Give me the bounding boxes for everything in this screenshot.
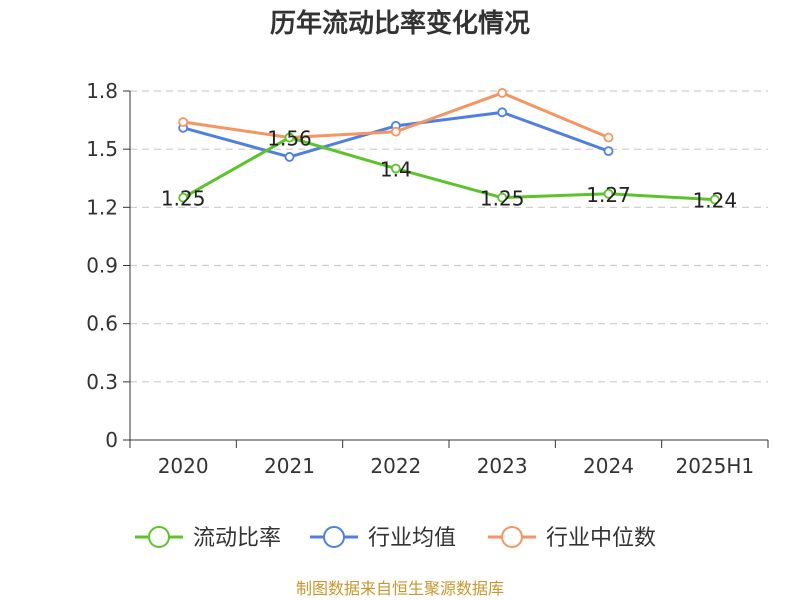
data-label: 1.25 <box>480 187 525 211</box>
x-tick-label: 2025H1 <box>675 454 754 478</box>
legend-label: 行业中位数 <box>546 526 656 551</box>
chart-title: 历年流动比率变化情况 <box>270 8 530 39</box>
data-point <box>178 117 189 127</box>
data-label: 1.25 <box>161 187 206 211</box>
data-label: 1.27 <box>586 183 631 207</box>
legend-label: 行业均值 <box>368 526 456 551</box>
legend-label: 流动比率 <box>193 526 281 551</box>
data-label: 1.24 <box>693 189 738 213</box>
data-label: 1.4 <box>380 158 412 182</box>
legend-marker <box>501 526 523 548</box>
data-point <box>603 132 614 143</box>
legend: 流动比率 行业均值 行业中位数 <box>135 526 656 551</box>
y-tick-label: 1.8 <box>86 79 118 103</box>
x-tick-label: 2022 <box>370 454 421 478</box>
y-tick-label: 0.9 <box>86 254 118 278</box>
data-point <box>284 132 295 143</box>
data-point <box>497 192 508 203</box>
data-point <box>497 107 508 118</box>
x-tick-label: 2023 <box>477 454 528 478</box>
x-tick-label: 2024 <box>583 454 634 478</box>
y-tick-label: 1.2 <box>86 195 118 219</box>
y-tick-label: 0.3 <box>86 370 118 394</box>
y-tick-label: 1.5 <box>86 137 118 161</box>
data-point <box>284 152 295 162</box>
legend-marker <box>148 526 170 548</box>
data-labels: 1.25 1.56 1.4 1.25 1.27 1.24 <box>161 127 737 213</box>
data-label: 1.56 <box>267 127 312 151</box>
data-point <box>497 88 508 98</box>
axes: 0 0.3 0.6 0.9 1.2 1.5 1.8 2020 2021 2022 2023 2024 2… <box>86 79 769 478</box>
data-point <box>390 163 401 174</box>
data-point <box>603 146 614 157</box>
x-tick-label: 2020 <box>158 454 209 478</box>
data-point <box>390 126 401 137</box>
data-point <box>603 188 614 199</box>
x-tick-label: 2021 <box>264 454 315 478</box>
legend-marker <box>323 526 345 548</box>
data-point <box>178 192 189 203</box>
source-note: 制图数据来自恒生聚源数据库 <box>296 579 504 598</box>
data-point <box>709 194 720 205</box>
grid-lines <box>130 90 768 383</box>
series-line-0 <box>182 136 715 202</box>
series-layer <box>178 88 720 205</box>
y-tick-label: 0 <box>105 428 118 452</box>
y-tick-label: 0.6 <box>86 312 118 336</box>
